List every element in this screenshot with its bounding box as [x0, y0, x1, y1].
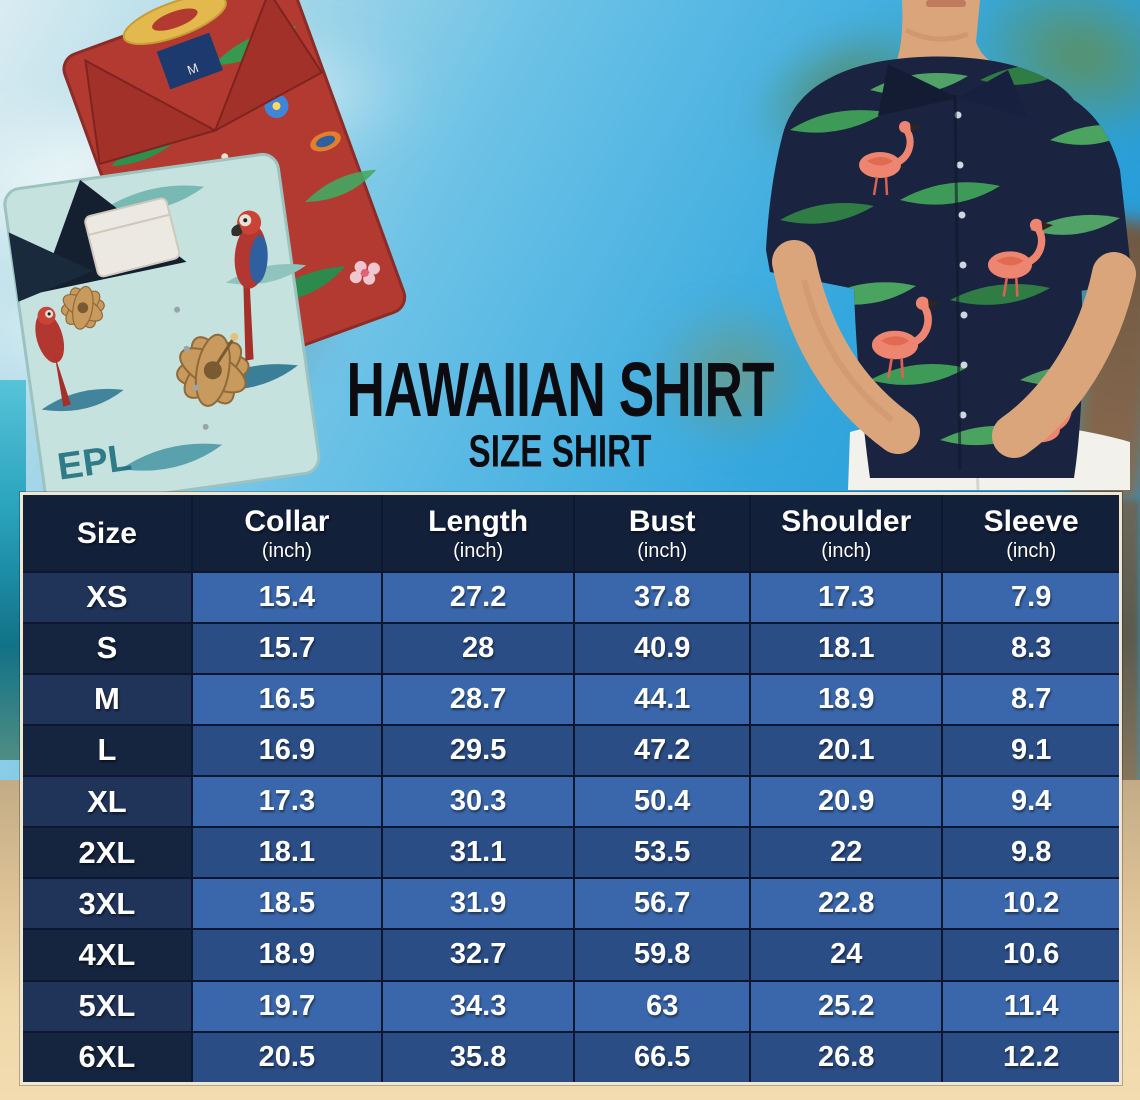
column-header-length: Length (inch): [380, 492, 576, 573]
cell-2xl-shoulder: 22: [749, 826, 944, 880]
size-label-6xl: 6XL: [20, 1030, 193, 1085]
cell-5xl-bust: 63: [573, 979, 752, 1033]
table-row-4xl: 4XL 18.9 32.7 59.8 24 10.6: [20, 928, 1122, 982]
cell-3xl-length: 31.9: [380, 877, 576, 931]
column-header-bust: Bust (inch): [573, 492, 752, 573]
cell-l-bust: 47.2: [573, 723, 752, 778]
cell-2xl-length: 31.1: [380, 826, 576, 880]
size-label-m: M: [20, 672, 193, 726]
column-header-shoulder: Shoulder (inch): [749, 492, 944, 573]
cell-l-length: 29.5: [380, 723, 576, 778]
cell-4xl-collar: 18.9: [190, 928, 383, 982]
cell-xl-length: 30.3: [380, 774, 576, 829]
cell-6xl-shoulder: 26.8: [749, 1030, 944, 1085]
size-label-2xl: 2XL: [20, 826, 193, 880]
size-label-3xl: 3XL: [20, 877, 193, 931]
cell-5xl-length: 34.3: [380, 979, 576, 1033]
table-row-m: M 16.5 28.7 44.1 18.9 8.7: [20, 672, 1122, 726]
model-photo: [766, 0, 1136, 490]
table-row-5xl: 5XL 19.7 34.3 63 25.2 11.4: [20, 979, 1122, 1033]
table-row-2xl: 2XL 18.1 31.1 53.5 22 9.8: [20, 826, 1122, 880]
table-row-6xl: 6XL 20.5 35.8 66.5 26.8 12.2: [20, 1030, 1122, 1085]
cell-2xl-sleeve: 9.8: [941, 826, 1122, 880]
table-row-l: L 16.9 29.5 47.2 20.1 9.1: [20, 723, 1122, 778]
cell-4xl-length: 32.7: [380, 928, 576, 982]
cell-xs-sleeve: 7.9: [941, 570, 1122, 624]
cell-3xl-sleeve: 10.2: [941, 877, 1122, 931]
cell-6xl-sleeve: 12.2: [941, 1030, 1122, 1085]
cell-5xl-collar: 19.7: [190, 979, 383, 1033]
size-chart-table: Size Collar (inch) Length (inch) Bust (inch) Sh…: [20, 492, 1122, 1085]
parrot-graphic: [35, 306, 71, 407]
cell-l-sleeve: 9.1: [941, 723, 1122, 778]
column-header-size: Size: [20, 492, 193, 573]
size-label-xl: XL: [20, 774, 193, 829]
lips: [926, 0, 966, 7]
cell-5xl-sleeve: 11.4: [941, 979, 1122, 1033]
cell-m-shoulder: 18.9: [749, 672, 944, 726]
cell-m-bust: 44.1: [573, 672, 752, 726]
folded-shirts-photo: M: [3, 0, 407, 500]
cell-s-length: 28: [380, 621, 576, 675]
cell-xl-bust: 50.4: [573, 774, 752, 829]
cell-xs-shoulder: 17.3: [749, 570, 944, 624]
cell-xs-length: 27.2: [380, 570, 576, 624]
table-row-s: S 15.7 28 40.9 18.1 8.3: [20, 621, 1122, 675]
cell-s-shoulder: 18.1: [749, 621, 944, 675]
cell-2xl-bust: 53.5: [573, 826, 752, 880]
size-label-xs: XS: [20, 570, 193, 624]
size-label-5xl: 5XL: [20, 979, 193, 1033]
cell-xl-sleeve: 9.4: [941, 774, 1122, 829]
cell-m-length: 28.7: [380, 672, 576, 726]
cell-6xl-bust: 66.5: [573, 1030, 752, 1085]
cell-xs-collar: 15.4: [190, 570, 383, 624]
cell-m-sleeve: 8.7: [941, 672, 1122, 726]
collar: [878, 64, 958, 116]
cell-6xl-length: 35.8: [380, 1030, 576, 1085]
left-arm: [772, 240, 920, 454]
cell-3xl-bust: 56.7: [573, 877, 752, 931]
size-chart-header-row: Size Collar (inch) Length (inch) Bust (inch) Sh…: [20, 492, 1122, 573]
cell-3xl-shoulder: 22.8: [749, 877, 944, 931]
hibiscus-flower: [176, 332, 250, 407]
cell-l-collar: 16.9: [190, 723, 383, 778]
cell-4xl-shoulder: 24: [749, 928, 944, 982]
cell-xs-bust: 37.8: [573, 570, 752, 624]
red-shirt-size-tag: M: [185, 60, 200, 78]
column-header-sleeve: Sleeve (inch): [941, 492, 1122, 573]
collar: [958, 70, 1028, 118]
teal-shirt-print-text: EPL: [55, 437, 134, 489]
table-row-xs: XS 15.4 27.2 37.8 17.3 7.9: [20, 570, 1122, 624]
cell-6xl-collar: 20.5: [190, 1030, 383, 1085]
cell-s-sleeve: 8.3: [941, 621, 1122, 675]
title-sub: SIZE SHIRT: [468, 426, 652, 477]
size-label-l: L: [20, 723, 193, 778]
cell-l-shoulder: 20.1: [749, 723, 944, 778]
title-main: HAWAIIAN SHIRT: [346, 345, 774, 433]
cell-xl-collar: 17.3: [190, 774, 383, 829]
size-label-s: S: [20, 621, 193, 675]
cell-xl-shoulder: 20.9: [749, 774, 944, 829]
cell-s-bust: 40.9: [573, 621, 752, 675]
teal-hawaiian-shirt: EPL: [3, 152, 321, 500]
right-arm: [992, 252, 1136, 458]
headline: HAWAIIAN SHIRT SIZE SHIRT: [300, 344, 820, 476]
cell-5xl-shoulder: 25.2: [749, 979, 944, 1033]
size-label-4xl: 4XL: [20, 928, 193, 982]
cell-2xl-collar: 18.1: [190, 826, 383, 880]
column-header-collar: Collar (inch): [190, 492, 383, 573]
cell-4xl-sleeve: 10.6: [941, 928, 1122, 982]
cell-m-collar: 16.5: [190, 672, 383, 726]
table-row-3xl: 3XL 18.5 31.9 56.7 22.8 10.2: [20, 877, 1122, 931]
cell-3xl-collar: 18.5: [190, 877, 383, 931]
hibiscus-flower: [60, 285, 105, 330]
cell-s-collar: 15.7: [190, 621, 383, 675]
table-row-xl: XL 17.3 30.3 50.4 20.9 9.4: [20, 774, 1122, 829]
parrot-graphic: [231, 210, 268, 361]
cell-4xl-bust: 59.8: [573, 928, 752, 982]
